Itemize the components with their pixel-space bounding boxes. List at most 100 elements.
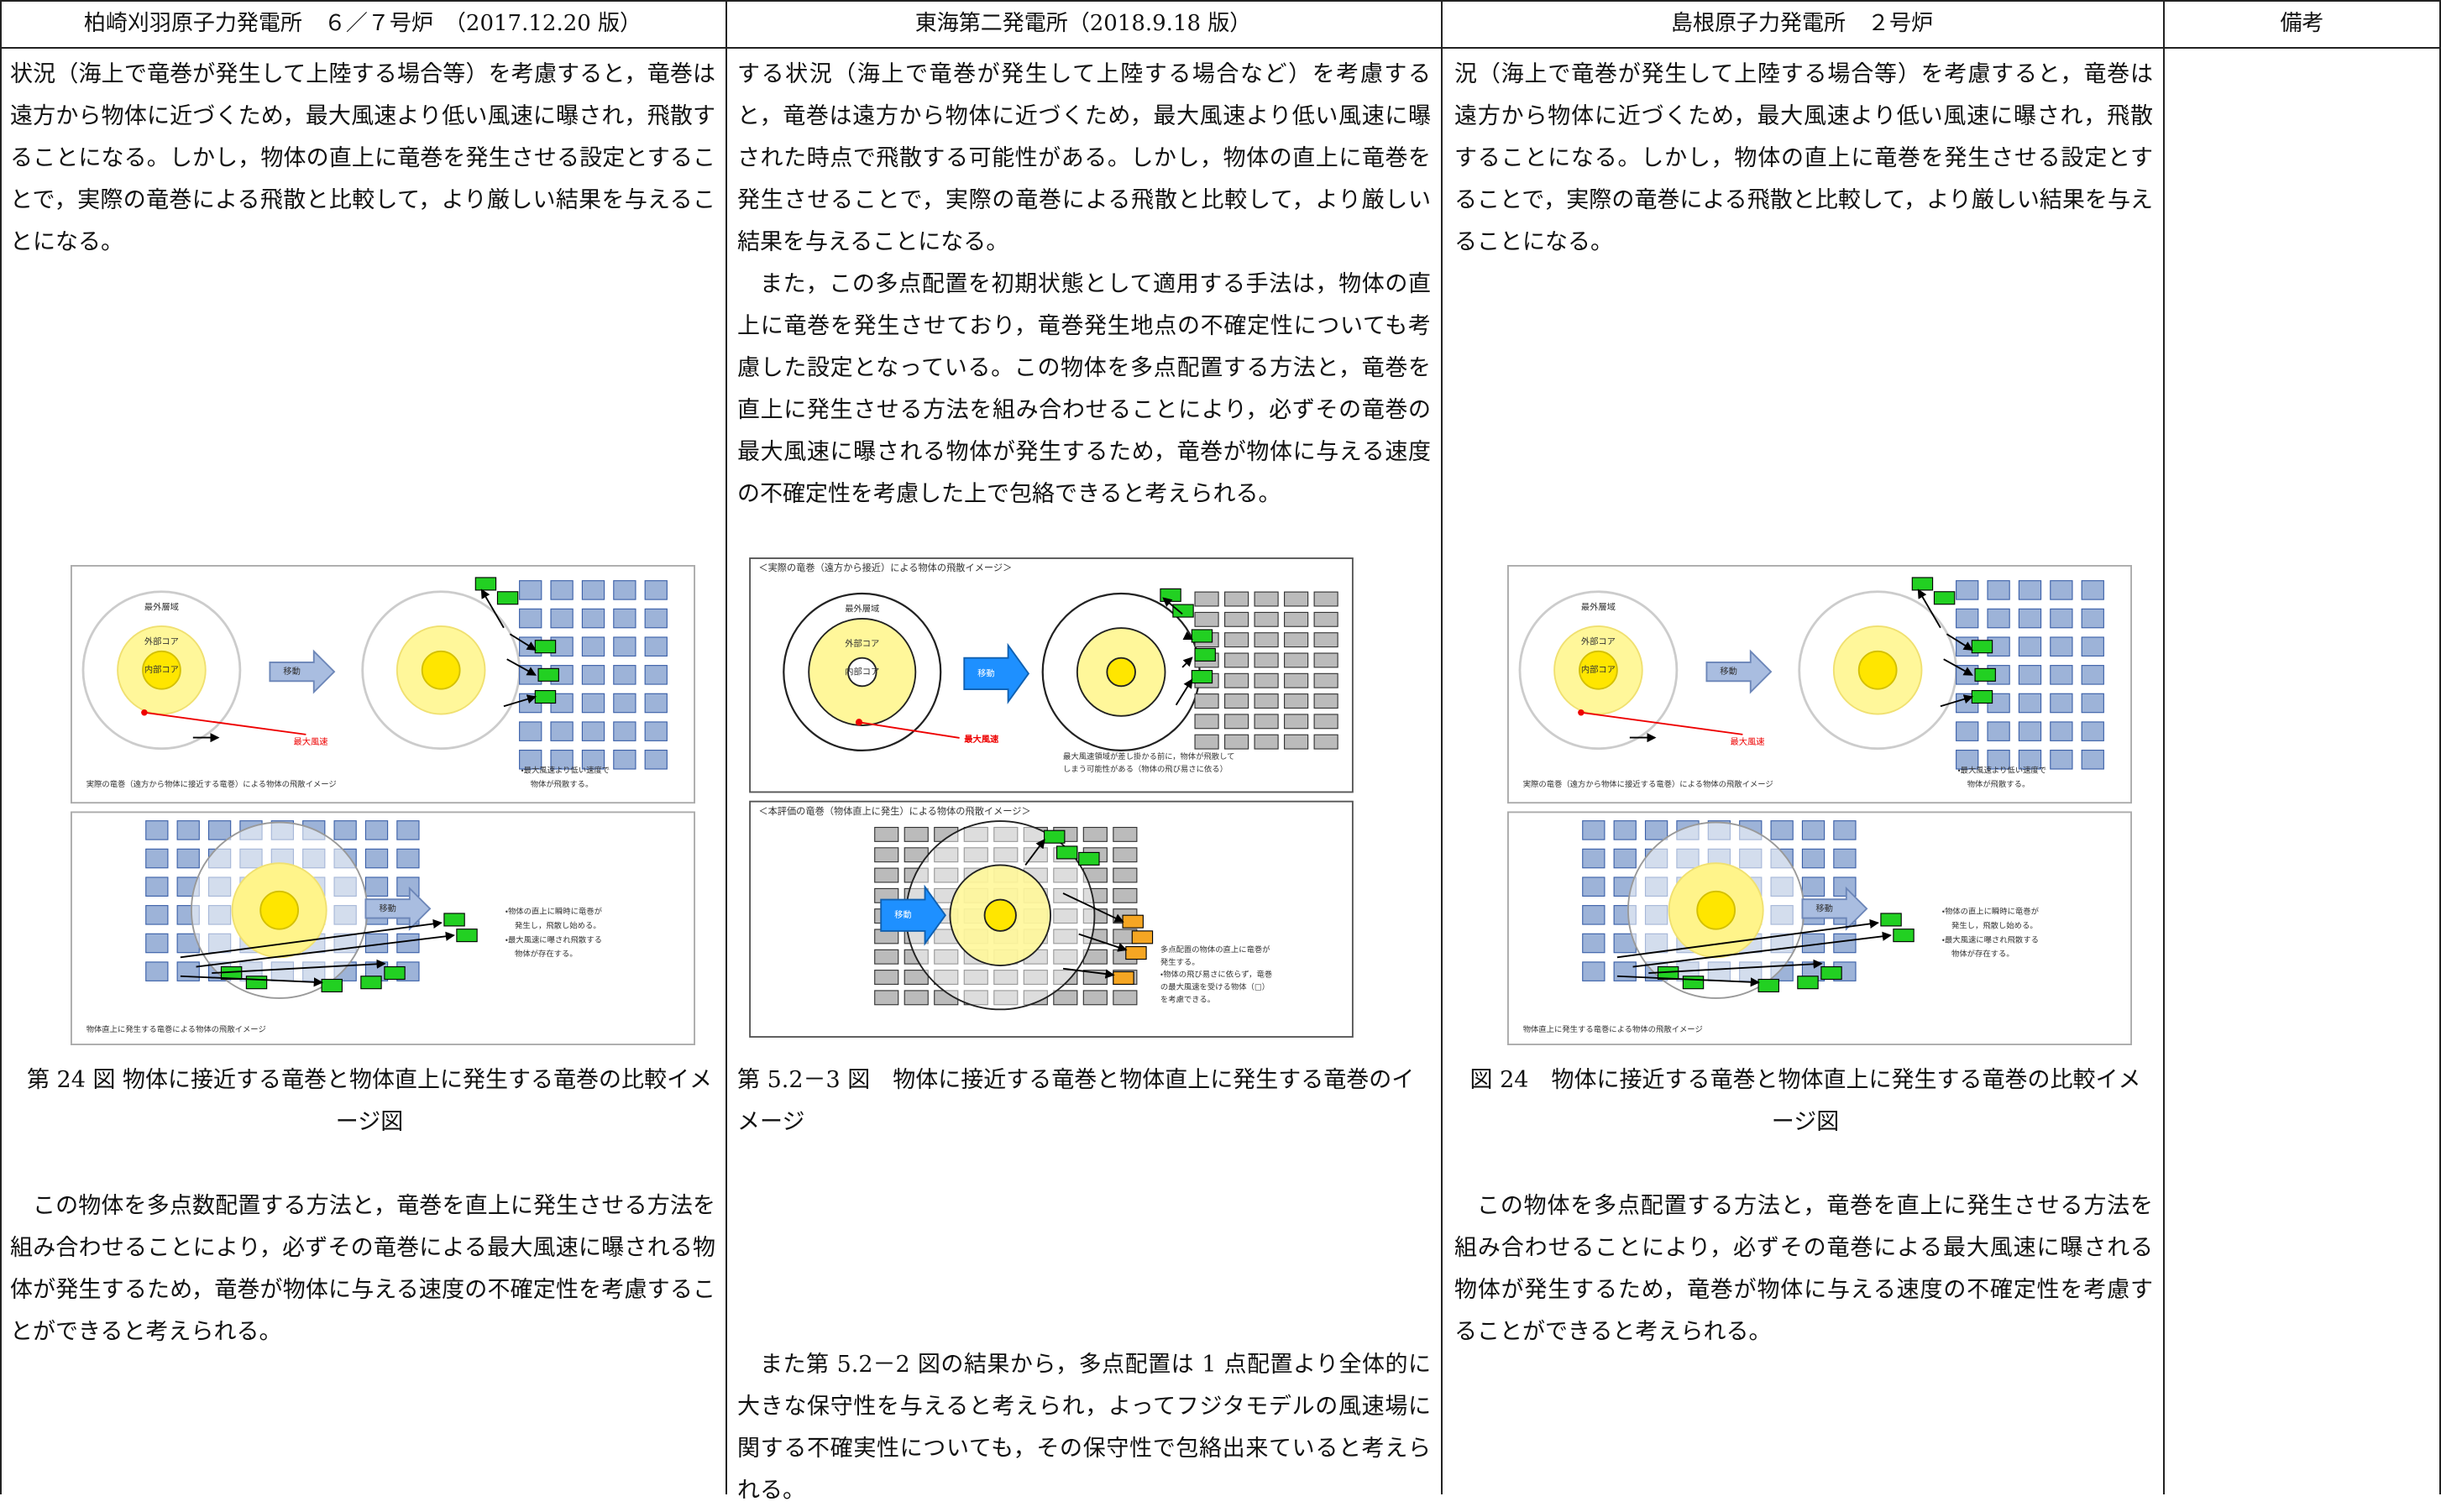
object-block: [613, 721, 636, 741]
object-block: [2018, 665, 2042, 685]
figure-label: 最外層域: [144, 601, 179, 612]
object-block: [1284, 693, 1309, 709]
figure-label: 最大風速: [1730, 736, 1764, 747]
object-block: [1987, 721, 2010, 741]
figure-label: 物体が存在する。: [515, 949, 578, 959]
object-block: [2081, 721, 2104, 741]
object-block: [874, 826, 899, 842]
paragraph: 況（海上で竜巻が発生して上陸する場合等）を考慮すると，竜巻は遠方から物体に近づく…: [1454, 61, 2153, 255]
object-block: [1582, 876, 1606, 897]
object-block: [644, 665, 668, 685]
move-arrow: [1705, 649, 1773, 694]
tornado-inner: [421, 650, 461, 690]
figure-caption: 第 24 図 物体に接近する竜巻と物体直上に発生する竜巻の比較イメージ図: [26, 1067, 713, 1135]
flying-object: [1797, 976, 1819, 990]
object-block: [1313, 734, 1338, 750]
paragraph: また第 5.2－2 図の結果から，多点配置は 1 点配置より全体的に大きな保守性…: [737, 1352, 1431, 1504]
table-border: [2439, 0, 2441, 1494]
arrow: [1162, 597, 1183, 615]
flying-object: [360, 976, 382, 990]
figure-label: 物体直上に発生する竜巻による物体の飛散イメージ: [1523, 1024, 1703, 1034]
figure-label: 移動: [1720, 666, 1737, 677]
object-block: [1113, 990, 1138, 1006]
object-block: [1082, 990, 1108, 1006]
object-block: [1284, 734, 1309, 750]
flying-object: [1131, 930, 1154, 944]
object-block: [145, 961, 169, 981]
figure-label: 多点配置の物体の直上に竜巻が: [1160, 944, 1270, 955]
object-block: [2018, 693, 2042, 714]
object-block: [1254, 611, 1279, 627]
arrow: [480, 589, 505, 629]
max-wind-line: [858, 721, 960, 739]
object-block: [1254, 591, 1279, 607]
object-block: [2018, 750, 2042, 770]
figure-label: 最大風速: [964, 734, 999, 745]
object-block: [1113, 826, 1138, 842]
figure-label: 内部コア: [845, 666, 879, 677]
object-block: [364, 876, 389, 897]
tornado-inner: [1857, 650, 1898, 690]
figure-label: ・最大風速に曝され飛散する: [1942, 934, 2039, 944]
arrow: [506, 658, 537, 676]
object-block: [581, 580, 605, 600]
figure-label: 最外層域: [845, 604, 879, 615]
flying-object: [1971, 689, 1993, 704]
object-block: [1254, 632, 1279, 648]
object-block: [581, 750, 605, 770]
panel: [1507, 811, 2132, 1045]
object-block: [1313, 714, 1338, 730]
object-block: [145, 905, 169, 925]
object-block: [519, 750, 542, 770]
object-block: [1194, 693, 1219, 709]
object-block: [1582, 820, 1606, 840]
object-block: [145, 933, 169, 954]
flying-object: [1933, 591, 1956, 605]
object-block: [176, 961, 200, 981]
object-block: [1613, 820, 1637, 840]
object-block: [1582, 933, 1606, 954]
column-header: 柏崎刈羽原子力発電所 ６／７号炉 （2017.12.20 版）: [83, 11, 642, 36]
object-block: [874, 970, 899, 986]
object-block: [1956, 750, 1979, 770]
figure-label: 実際の竜巻（遠方から物体に接近する竜巻）による物体の飛散イメージ: [1523, 779, 1773, 789]
object-block: [550, 580, 574, 600]
object-block: [1082, 826, 1108, 842]
arrow: [180, 918, 443, 959]
object-block: [1987, 580, 2010, 600]
object-block: [333, 820, 357, 840]
flying-object: [1974, 667, 1996, 682]
figure-label: ・最大風速より低い速度で: [1957, 765, 2046, 775]
object-block: [1284, 632, 1309, 648]
dot: [1578, 709, 1585, 716]
object-block: [519, 721, 542, 741]
figure-label: の最大風速を受ける物体（□）: [1160, 982, 1270, 992]
object-block: [1801, 876, 1826, 897]
flying-object: [384, 965, 406, 981]
table-border: [0, 0, 2441, 2]
move-arrow: [1801, 886, 1868, 931]
figure-label: 内部コア: [1581, 664, 1616, 675]
object-block: [1284, 672, 1309, 688]
figure-label: 最大風速: [293, 736, 327, 747]
flying-object: [1122, 914, 1144, 929]
figure-label: ＜実際の竜巻（遠方から接近）による物体の飛散イメージ＞: [758, 562, 1012, 573]
table-border: [0, 0, 2, 1494]
object-block: [145, 848, 169, 869]
figure-label: 外部コア: [1581, 637, 1616, 647]
object-block: [1223, 693, 1249, 709]
object-block: [550, 750, 574, 770]
object-block: [1313, 652, 1338, 668]
object-block: [519, 580, 542, 600]
object-block: [1113, 867, 1138, 883]
object-block: [644, 636, 668, 657]
object-block: [1313, 672, 1338, 688]
object-block: [1313, 591, 1338, 607]
flying-object: [534, 689, 557, 704]
arrow: [1616, 918, 1880, 959]
object-block: [550, 721, 574, 741]
object-block: [1770, 820, 1794, 840]
figure-label: を考慮できる。: [1160, 995, 1215, 1005]
figure-label: 物体直上に発生する竜巻による物体の飛散イメージ: [86, 1024, 266, 1034]
